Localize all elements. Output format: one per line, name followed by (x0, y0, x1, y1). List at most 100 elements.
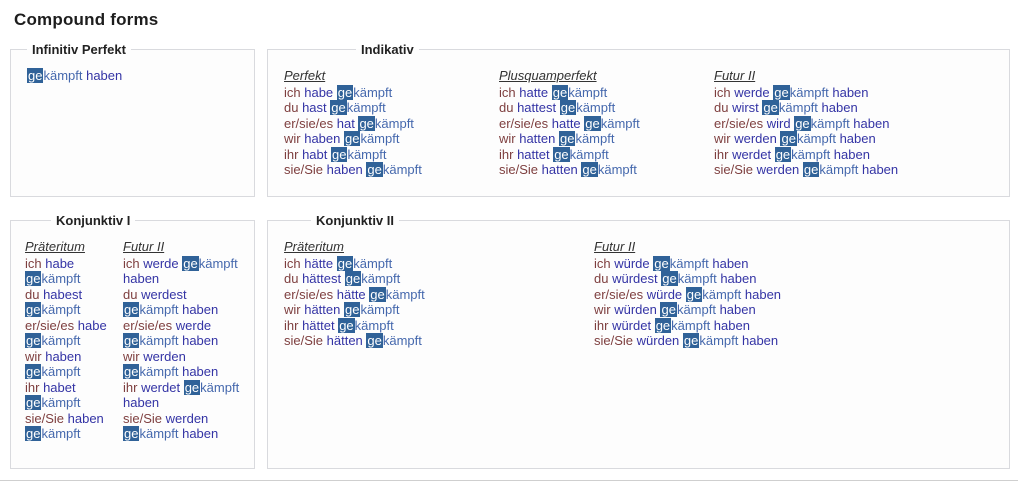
ge-prefix-highlight: ge (25, 426, 42, 441)
conjugation-column: Perfekt ich habe gekämpft du hast gekämpft… (284, 68, 499, 178)
auxiliary-verb: hätte (304, 255, 337, 271)
section-columns: Präteritum ich hätte gekämpft du hättest g… (284, 239, 1001, 349)
conjugation-line: haben (123, 395, 251, 411)
conjugation-item: du habest gekämpft (25, 287, 123, 318)
verb-stem: kämpft (597, 162, 637, 177)
ge-prefix-highlight: ge (654, 317, 672, 333)
auxiliary-verb: hattest (517, 100, 560, 115)
verb-stem: kämpft (669, 255, 709, 271)
ge-prefix-highlight: ge (366, 162, 383, 177)
tense-header: Futur II (594, 239, 636, 254)
pronoun: wir (714, 131, 735, 146)
conjugation-line: ich habe gekämpft (284, 84, 499, 101)
auxiliary-verb: würden (614, 302, 661, 317)
ge-prefix-highlight: ge (584, 115, 601, 131)
conjugation-item: sie/Sie werden gekämpft haben (123, 411, 251, 442)
verb-stem: kämpft (385, 286, 425, 302)
verb-stem: kämpft (139, 426, 179, 441)
ge-prefix-highlight: ge (123, 302, 140, 317)
ge-prefix-highlight: ge (182, 255, 199, 271)
verb-stem: kämpft (789, 84, 829, 100)
verb-stem: kämpft (796, 131, 836, 146)
conjugation-item: ihr hättet gekämpft (284, 317, 594, 334)
conjugation-line: gekämpft (25, 302, 123, 318)
ge-prefix-highlight: ge (123, 333, 140, 348)
ge-prefix-highlight: ge (551, 84, 569, 100)
conjugation-item: ihr hattet gekämpft (499, 146, 714, 163)
bottom-row: Konjunktiv I Präteritum ich habe gekämpft d… (10, 213, 1010, 469)
conjugation-line: gekämpft (25, 426, 123, 442)
verb-stem: kämpft (671, 317, 711, 333)
auxiliary-verb: habe (45, 255, 75, 271)
verb-stem: kämpft (810, 115, 850, 131)
ge-prefix-highlight: ge (123, 364, 140, 379)
pronoun: ihr (123, 379, 142, 395)
conjugation-item: gekämpft haben (27, 68, 122, 84)
conjugation-column: Plusquamperfekt ich hatte gekämpft du hatt… (499, 68, 714, 178)
pronoun: du (594, 271, 613, 286)
pronoun: ich (284, 84, 305, 100)
pronoun: wir (499, 131, 520, 146)
conjugation-item: ihr werdet gekämpft haben (714, 146, 929, 163)
pronoun: ich (284, 255, 305, 271)
auxiliary-verb: hast (302, 100, 331, 115)
conjugation-line: wir werden (123, 349, 251, 365)
conjugation-item: ich hatte gekämpft (499, 84, 714, 101)
conjugation-line: sie/Sie werden gekämpft haben (714, 162, 929, 178)
auxiliary-verb: hat (336, 115, 359, 131)
conjugation-line: sie/Sie werden (123, 411, 251, 427)
ge-prefix-highlight: ge (762, 100, 779, 115)
conjugation-line: gekämpft (25, 395, 123, 411)
conjugation-line: sie/Sie haben gekämpft (284, 162, 499, 178)
auxiliary-verb: hatten (541, 162, 582, 177)
pronoun: er/sie/es (25, 317, 78, 333)
auxiliary-verb: haben (123, 395, 160, 410)
auxiliary-verb: hatte (551, 115, 585, 131)
section-infinitiv-perfekt: Infinitiv Perfekt gekämpft haben (10, 42, 255, 197)
auxiliary-verb: hattet (517, 146, 554, 162)
section-konjunktiv-ii: Konjunktiv II Präteritum ich hätte gekämp… (267, 213, 1010, 469)
conjugation-item: sie/Sie haben gekämpft (284, 162, 499, 178)
conjugation-line: haben (123, 271, 251, 287)
conjugation-line: ich hatte gekämpft (499, 84, 714, 101)
ge-prefix-highlight: ge (25, 271, 42, 286)
auxiliary-verb: haben (304, 131, 344, 146)
conjugation-line: du würdest gekämpft haben (594, 271, 781, 287)
auxiliary-verb: würde (614, 255, 654, 271)
auxiliary-verb: haben (741, 286, 782, 302)
conjugation-item: er/sie/es werde gekämpft haben (123, 318, 251, 349)
conjugation-line: gekämpft haben (123, 364, 251, 380)
auxiliary-verb: haben (849, 115, 890, 131)
verb-stem: kämpft (361, 271, 401, 286)
auxiliary-verb: haben (858, 162, 899, 177)
auxiliary-verb: haben (708, 255, 749, 271)
pronoun: wir (284, 302, 305, 317)
conjugation-line: wir haben (25, 349, 123, 365)
ge-prefix-highlight: ge (123, 426, 140, 441)
verb-stem: kämpft (819, 162, 859, 177)
ge-prefix-highlight: ge (559, 100, 577, 115)
auxiliary-verb: habest (43, 286, 83, 302)
auxiliary-verb: haben (326, 162, 367, 177)
ge-prefix-highlight: ge (581, 162, 598, 177)
ge-prefix-highlight: ge (558, 131, 576, 146)
conjugation-line: gekämpft haben (27, 68, 122, 84)
auxiliary-verb: haben (82, 68, 123, 83)
conjugation-item: wir werden gekämpft haben (123, 349, 251, 380)
pronoun: er/sie/es (284, 286, 337, 302)
conjugation-line: du habest (25, 287, 123, 303)
verb-stem: kämpft (576, 100, 616, 115)
verb-stem: kämpft (382, 333, 422, 348)
pronoun: wir (284, 131, 305, 146)
pronoun: ihr (284, 317, 303, 333)
verb-stem: kämpft (41, 271, 81, 286)
verb-stem: kämpft (382, 162, 422, 177)
conjugation-item: ihr würdet gekämpft haben (594, 317, 781, 334)
auxiliary-verb: würden (636, 333, 683, 348)
pronoun: wir (25, 348, 46, 364)
verb-stem: kämpft (41, 364, 81, 379)
conjugation-line: wir hätten gekämpft (284, 302, 594, 318)
conjugation-line: er/sie/es hätte gekämpft (284, 286, 594, 303)
auxiliary-verb: haben (178, 333, 219, 348)
